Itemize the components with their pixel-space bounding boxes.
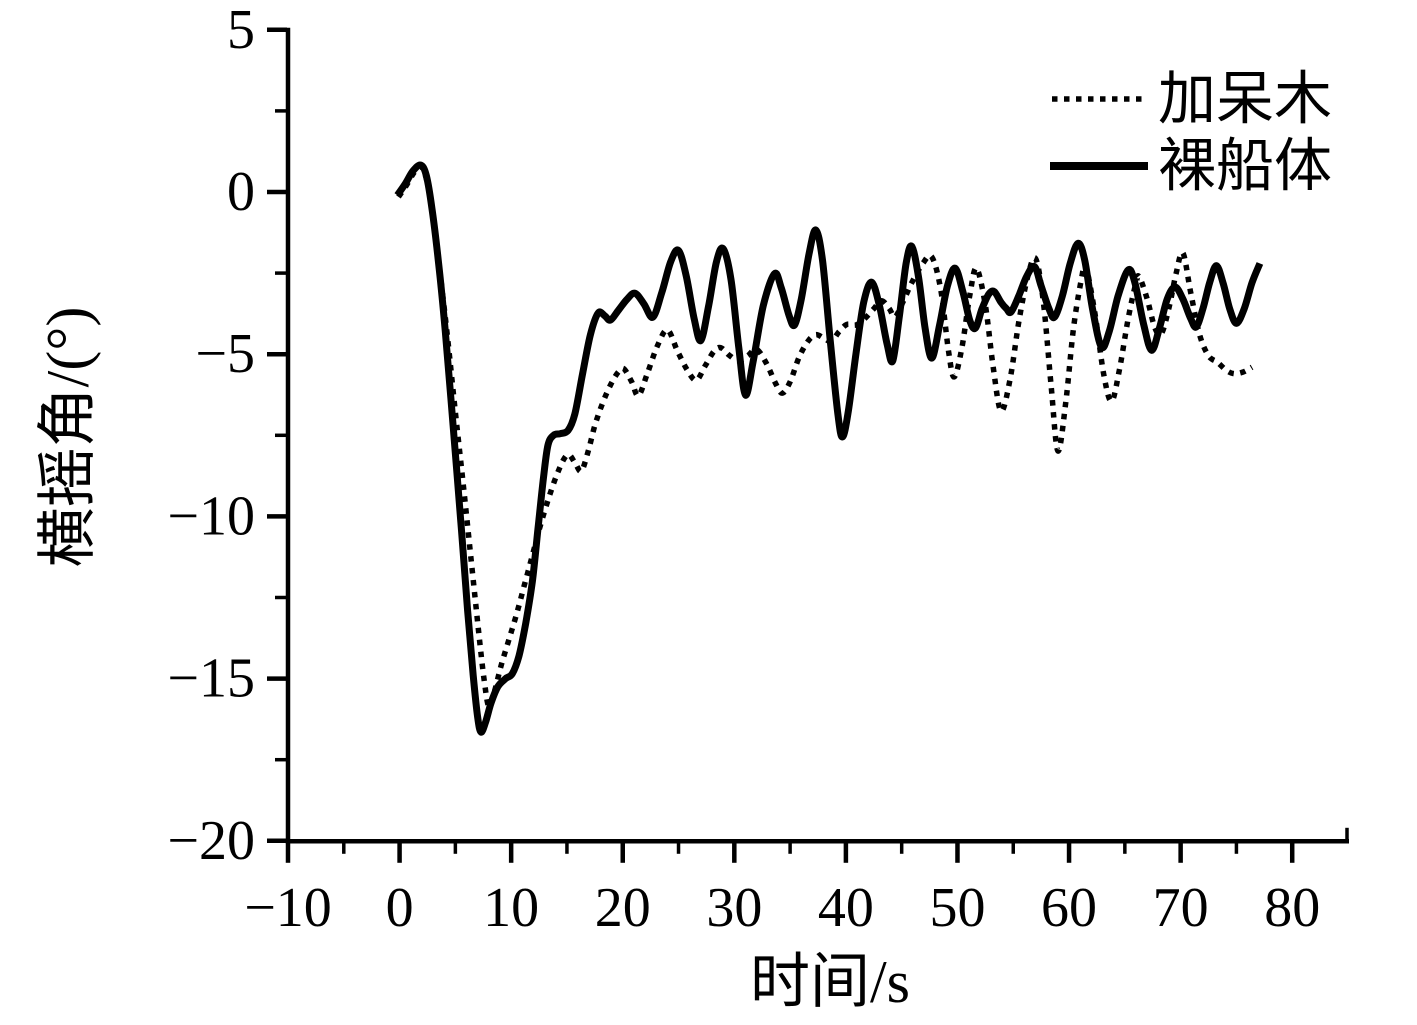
legend-label-luochuanti: 裸船体 xyxy=(1158,134,1332,199)
x-tick-label: 60 xyxy=(1041,877,1097,939)
x-tick-label: 20 xyxy=(595,877,651,939)
y-tick-label: −10 xyxy=(167,485,255,547)
legend: 加呆木 裸船体 xyxy=(1050,67,1332,199)
x-tick-label: 80 xyxy=(1264,877,1320,939)
y-tick-label: 0 xyxy=(227,161,255,223)
x-tick-label: 30 xyxy=(706,877,762,939)
x-tick-label: 50 xyxy=(929,877,985,939)
x-tick-label: −10 xyxy=(244,877,332,939)
axes xyxy=(267,27,1349,863)
series-dotted-curve xyxy=(396,163,1254,710)
x-tick-label: 10 xyxy=(483,877,539,939)
x-tick-label: 0 xyxy=(386,877,414,939)
y-tick-label: 5 xyxy=(227,0,255,61)
x-axis-label: 时间/s xyxy=(750,949,910,1015)
y-tick-label: −20 xyxy=(167,810,255,872)
plot-series xyxy=(394,161,1264,736)
y-tick-label: −15 xyxy=(167,648,255,710)
y-axis-label: 横摇角/(°) xyxy=(35,307,101,568)
series-solid-curve xyxy=(394,161,1264,736)
legend-label-jiadaimu: 加呆木 xyxy=(1158,67,1332,132)
x-tick-label: 40 xyxy=(818,877,874,939)
x-tick-label: 70 xyxy=(1153,877,1209,939)
y-tick-label: −5 xyxy=(195,323,255,385)
